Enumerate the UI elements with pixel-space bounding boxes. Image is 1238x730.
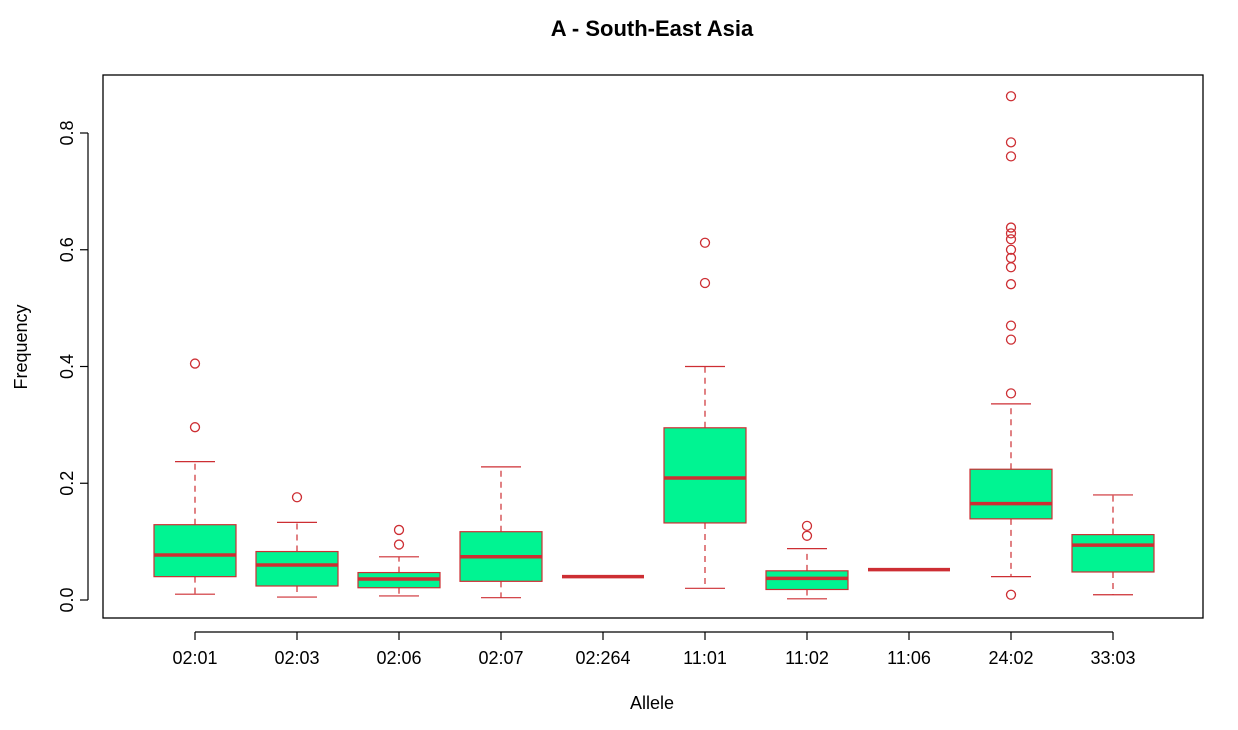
x-tick-label: 02:06: [376, 648, 421, 668]
box-iqr: [663, 427, 747, 524]
outlier-point: [1005, 252, 1017, 264]
outlier-point: [393, 539, 405, 550]
outlier-point: [1005, 234, 1017, 245]
box-02-06: [357, 524, 441, 597]
x-tick-label: 02:07: [478, 648, 523, 668]
box-iqr: [1071, 534, 1155, 573]
y-axis-label: Frequency: [11, 304, 31, 389]
chart-title: A - South-East Asia: [551, 16, 754, 41]
outlier-point: [801, 530, 813, 541]
outlier-point: [1005, 262, 1017, 273]
y-tick-label: 0.0: [57, 587, 77, 612]
y-axis: 0.0 0.2 0.4 0.6 0.8: [57, 120, 89, 613]
outlier-point: [1005, 589, 1017, 600]
outlier-point: [393, 524, 405, 536]
box-11-02: [765, 520, 849, 600]
box-02-03: [255, 492, 339, 598]
outlier-point: [1005, 244, 1017, 255]
boxes-layer: [153, 91, 1155, 600]
outlier-point: [1005, 151, 1017, 162]
box-iqr: [765, 570, 849, 591]
outlier-point: [1005, 279, 1017, 290]
box-02-07: [459, 466, 543, 599]
outlier-point: [801, 520, 813, 532]
y-tick-label: 0.6: [57, 237, 77, 262]
plot-frame: [102, 74, 1204, 619]
x-axis: 02:01 02:03 02:06 02:07 02:264 11:01 11:02 11:0…: [172, 631, 1136, 668]
x-axis-label: Allele: [630, 693, 674, 713]
x-tick-label: 33:03: [1090, 648, 1135, 668]
outlier-point: [1005, 137, 1017, 148]
box-iqr: [255, 550, 339, 587]
box-33-03: [1071, 494, 1155, 596]
box-iqr: [969, 468, 1053, 520]
outlier-point: [291, 492, 303, 503]
outlier-point: [1005, 320, 1017, 331]
x-tick-label: 24:02: [988, 648, 1033, 668]
x-tick-label: 02:01: [172, 648, 217, 668]
box-11-01: [663, 237, 747, 589]
box-iqr: [153, 524, 237, 578]
y-tick-label: 0.8: [57, 120, 77, 145]
outlier-point: [189, 358, 201, 369]
outlier-point: [1005, 222, 1017, 233]
outlier-point: [1005, 334, 1017, 345]
x-tick-label: 02:03: [274, 648, 319, 668]
outlier-point: [699, 237, 711, 248]
box-02-01: [153, 358, 237, 595]
outlier-point: [1005, 228, 1017, 239]
y-tick-label: 0.4: [57, 354, 77, 379]
box-24-02: [969, 91, 1053, 600]
x-tick-label: 11:02: [785, 648, 829, 668]
x-tick-label: 11:06: [887, 648, 931, 668]
outlier-point: [189, 422, 201, 433]
outlier-point: [1005, 388, 1017, 399]
y-tick-label: 0.2: [57, 471, 77, 496]
x-tick-label: 02:264: [575, 648, 630, 668]
outlier-point: [699, 277, 711, 289]
outlier-point: [1005, 91, 1017, 102]
x-tick-label: 11:01: [683, 648, 727, 668]
